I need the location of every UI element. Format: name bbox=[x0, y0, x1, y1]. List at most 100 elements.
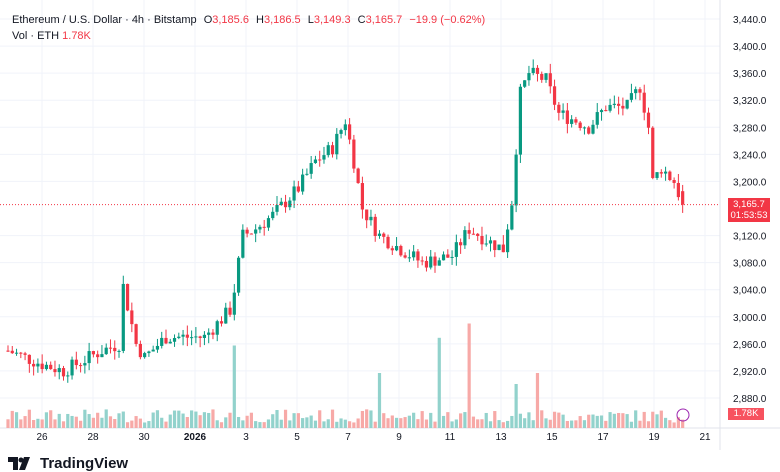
volume-bar bbox=[454, 419, 458, 428]
volume-bar bbox=[625, 414, 629, 428]
volume-bar bbox=[574, 420, 578, 428]
volume-bar bbox=[151, 412, 155, 428]
candle bbox=[523, 80, 527, 88]
volume-bar bbox=[19, 419, 23, 428]
candle bbox=[501, 235, 505, 253]
volume-bar bbox=[412, 412, 416, 428]
volume-bar bbox=[377, 373, 382, 428]
price-tick: 3,400.0 bbox=[733, 42, 767, 53]
candle bbox=[292, 180, 296, 209]
close-value: 3,165.7 bbox=[365, 14, 403, 26]
candle bbox=[254, 224, 258, 243]
lightning-icon[interactable] bbox=[676, 408, 690, 422]
candle bbox=[416, 249, 420, 268]
volume-bar bbox=[283, 409, 288, 428]
volume-bar bbox=[83, 409, 87, 428]
volume-bar bbox=[164, 421, 168, 428]
candle bbox=[44, 361, 49, 371]
candle bbox=[676, 173, 680, 201]
candle bbox=[471, 227, 476, 235]
volume-bar bbox=[224, 417, 228, 428]
volume-bar bbox=[36, 418, 40, 428]
volume-bar bbox=[258, 422, 262, 428]
volume-bar bbox=[87, 414, 91, 428]
tradingview-logo[interactable]: TradingView bbox=[8, 455, 128, 472]
candle bbox=[574, 116, 578, 125]
volume-bar bbox=[143, 422, 147, 428]
volume-bar bbox=[467, 323, 471, 428]
volume-bar bbox=[147, 421, 151, 428]
volume-bar bbox=[561, 414, 565, 428]
candle bbox=[369, 209, 373, 226]
candle bbox=[476, 232, 480, 241]
candle bbox=[113, 340, 117, 360]
open-value: 3,185.6 bbox=[212, 14, 249, 26]
volume-bar bbox=[100, 417, 104, 428]
volume-bar bbox=[190, 410, 194, 428]
volume-bar bbox=[386, 418, 390, 428]
volume-bar bbox=[10, 410, 14, 428]
volume-bar bbox=[681, 419, 685, 428]
change-value: −19.9 (−0.62%) bbox=[409, 14, 486, 26]
candle bbox=[412, 245, 416, 261]
candle bbox=[629, 83, 634, 103]
time-tick: 11 bbox=[445, 432, 456, 443]
price-tick: 3,000.0 bbox=[733, 313, 767, 324]
volume-bar bbox=[599, 415, 604, 428]
volume-bar bbox=[134, 416, 138, 428]
candle bbox=[642, 84, 646, 121]
candle bbox=[403, 252, 407, 259]
candle bbox=[143, 351, 147, 359]
candle bbox=[514, 149, 518, 213]
candle bbox=[19, 351, 23, 359]
last-price-tag: 3,165.7 01:53:53 bbox=[728, 198, 770, 222]
volume-bar bbox=[318, 410, 322, 428]
volume-bar bbox=[531, 420, 535, 428]
candle bbox=[309, 155, 313, 179]
candle bbox=[147, 350, 151, 357]
candle bbox=[339, 128, 343, 139]
volume-bar bbox=[343, 419, 347, 428]
volume-bar bbox=[565, 420, 569, 428]
candle bbox=[552, 79, 557, 111]
volume-bar bbox=[676, 417, 680, 428]
volume-bar bbox=[463, 412, 467, 428]
volume-value: 1.78K bbox=[62, 30, 91, 42]
candle bbox=[360, 176, 365, 219]
candle bbox=[621, 97, 625, 116]
volume-bar bbox=[241, 420, 245, 428]
volume-bar bbox=[497, 420, 501, 428]
candle bbox=[130, 302, 134, 333]
volume-bar bbox=[480, 419, 484, 428]
time-tick: 2026 bbox=[184, 432, 207, 443]
volume-bar bbox=[228, 412, 232, 428]
candle bbox=[211, 329, 215, 340]
candle bbox=[326, 141, 330, 158]
candle bbox=[301, 168, 305, 195]
volume-bar bbox=[365, 409, 369, 428]
candle bbox=[377, 230, 382, 239]
candle bbox=[168, 338, 172, 344]
volume-bar bbox=[638, 420, 642, 428]
volume-bar bbox=[254, 421, 258, 428]
candle bbox=[565, 102, 569, 134]
candle bbox=[335, 128, 339, 160]
candle bbox=[608, 98, 612, 113]
volume-bar bbox=[78, 420, 83, 428]
price-tick: 3,080.0 bbox=[733, 259, 767, 270]
candle bbox=[245, 227, 249, 238]
candle bbox=[681, 184, 685, 213]
volume-bar bbox=[433, 421, 437, 428]
price-chart[interactable]: 3,440.0 3,400.0 3,360.0 3,320.0 3,280.0 3,240… bbox=[0, 0, 780, 450]
candle bbox=[151, 345, 155, 352]
candle bbox=[429, 249, 433, 270]
candle bbox=[172, 334, 177, 347]
candle bbox=[125, 283, 130, 312]
candle bbox=[288, 197, 292, 211]
volume-bar bbox=[394, 417, 399, 428]
volume-bar bbox=[313, 420, 318, 428]
volume-bar bbox=[548, 419, 552, 428]
candle bbox=[23, 351, 27, 361]
candle bbox=[236, 256, 241, 296]
price-tick: 3,040.0 bbox=[733, 286, 767, 297]
